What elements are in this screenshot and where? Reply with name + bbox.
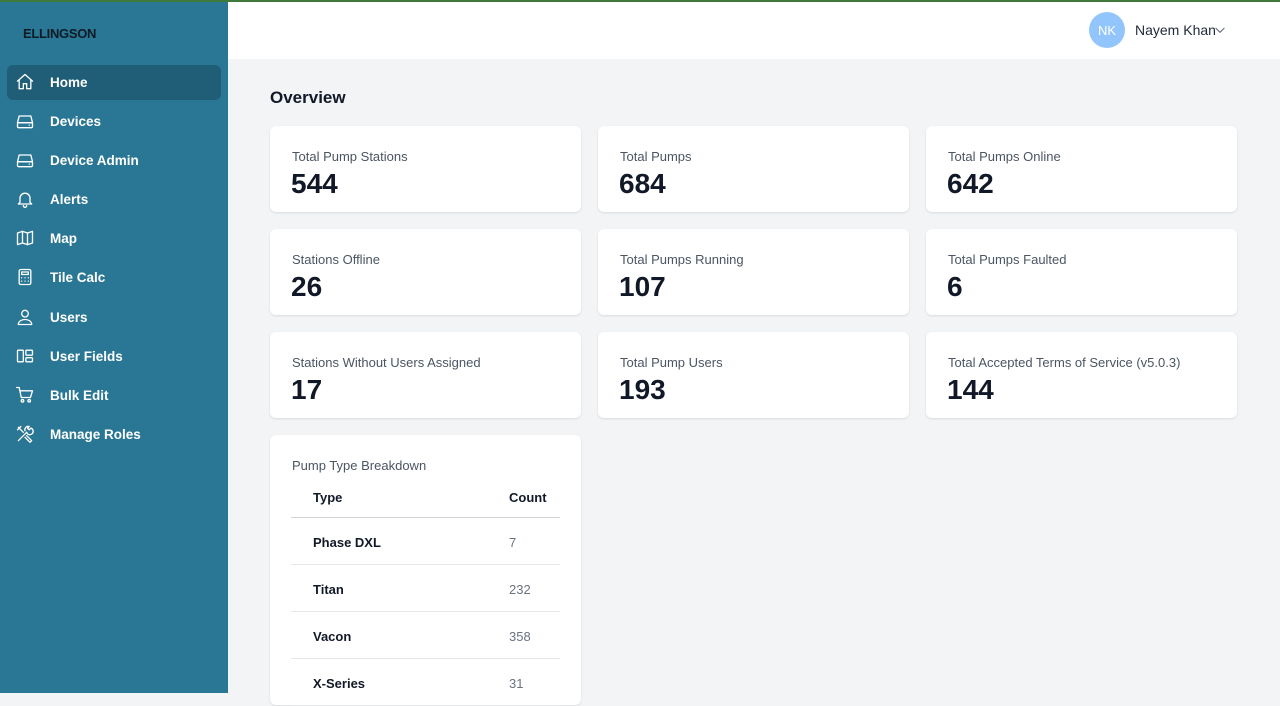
stat-card-total-pump-stations: Total Pump Stations 544 bbox=[270, 126, 581, 212]
bell-icon bbox=[15, 189, 35, 209]
sidebar-item-label: Map bbox=[50, 231, 77, 247]
tools-icon bbox=[15, 424, 35, 444]
drive-icon bbox=[15, 150, 35, 170]
table-title: Pump Type Breakdown bbox=[292, 458, 427, 473]
user-name[interactable]: Nayem Khan bbox=[1135, 22, 1216, 38]
table-header-row: Type Count bbox=[291, 483, 560, 518]
column-header-type[interactable]: Type bbox=[313, 490, 343, 505]
table-row: Phase DXL 7 bbox=[291, 518, 560, 565]
chevron-down-icon[interactable] bbox=[1213, 23, 1227, 37]
cell-count: 232 bbox=[509, 582, 531, 597]
stat-value: 193 bbox=[619, 374, 666, 405]
stat-value: 6 bbox=[947, 271, 963, 302]
stat-value: 26 bbox=[291, 271, 323, 302]
cell-type: X-Series bbox=[313, 676, 366, 691]
stat-label: Stations Without Users Assigned bbox=[292, 355, 481, 370]
drive-icon bbox=[15, 111, 35, 131]
sidebar-item-label: Home bbox=[50, 75, 88, 90]
stat-card-stations-offline: Stations Offline 26 bbox=[270, 229, 581, 315]
sidebar-item-label: Alerts bbox=[50, 192, 89, 208]
sidebar-item-device-admin[interactable]: Device Admin bbox=[7, 143, 221, 178]
avatar[interactable]: NK bbox=[1089, 12, 1125, 48]
home-icon bbox=[15, 72, 35, 92]
column-header-count[interactable]: Count bbox=[509, 490, 547, 505]
sidebar-item-user-fields[interactable]: User Fields bbox=[7, 339, 221, 374]
sidebar-item-label: Device Admin bbox=[50, 153, 139, 169]
sidebar-item-map[interactable]: Map bbox=[7, 221, 221, 256]
table-row: Vacon 358 bbox=[291, 612, 560, 659]
table-row: Titan 232 bbox=[291, 565, 560, 612]
sidebar-item-label: Devices bbox=[50, 114, 102, 130]
user-icon bbox=[15, 307, 35, 327]
stat-card-accepted-terms: Total Accepted Terms of Service (v5.0.3)… bbox=[926, 332, 1237, 418]
map-icon bbox=[15, 228, 35, 248]
stat-label: Stations Offline bbox=[292, 252, 380, 267]
stat-value: 17 bbox=[291, 374, 323, 405]
cell-type: Titan bbox=[313, 582, 344, 597]
stat-label: Total Pump Stations bbox=[292, 149, 408, 164]
sidebar-item-devices[interactable]: Devices bbox=[7, 104, 221, 139]
pump-type-breakdown-card: Pump Type Breakdown Type Count Phase DXL… bbox=[270, 435, 581, 706]
sidebar-nav: Home Devices Device Admin Alerts Map bbox=[7, 65, 221, 456]
cell-type: Vacon bbox=[313, 629, 352, 644]
sidebar-item-home[interactable]: Home bbox=[7, 65, 221, 100]
stat-label: Total Pumps Faulted bbox=[948, 252, 1067, 267]
table-row: X-Series 31 bbox=[291, 659, 560, 706]
ellingson-logo[interactable]: ELLINGSON bbox=[23, 26, 97, 41]
sidebar-item-tile-calc[interactable]: Tile Calc bbox=[7, 260, 221, 295]
cell-type: Phase DXL bbox=[313, 535, 381, 550]
top-header: NK Nayem Khan bbox=[228, 2, 1280, 59]
sidebar-item-label: Manage Roles bbox=[50, 426, 141, 442]
stat-card-total-pumps: Total Pumps 684 bbox=[598, 126, 909, 212]
calculator-icon bbox=[15, 267, 35, 287]
stat-value: 684 bbox=[619, 168, 666, 199]
sidebar-item-label: Users bbox=[50, 309, 88, 325]
stat-card-total-pumps-running: Total Pumps Running 107 bbox=[598, 229, 909, 315]
stat-card-total-pumps-faulted: Total Pumps Faulted 6 bbox=[926, 229, 1237, 315]
sidebar-item-users[interactable]: Users bbox=[7, 300, 221, 335]
sidebar-item-bulk-edit[interactable]: Bulk Edit bbox=[7, 378, 221, 413]
stat-label: Total Pump Users bbox=[620, 355, 723, 370]
sidebar-item-label: User Fields bbox=[50, 348, 123, 364]
stat-label: Total Pumps bbox=[620, 149, 692, 164]
pump-type-table: Type Count Phase DXL 7 Titan 232 Vacon 3… bbox=[291, 483, 560, 706]
stat-card-total-pumps-online: Total Pumps Online 642 bbox=[926, 126, 1237, 212]
page-title: Overview bbox=[270, 88, 346, 107]
sidebar-item-label: Tile Calc bbox=[50, 270, 106, 286]
cell-count: 31 bbox=[509, 676, 524, 691]
cell-count: 358 bbox=[509, 629, 531, 644]
sidebar-item-label: Bulk Edit bbox=[50, 387, 109, 403]
sidebar-item-alerts[interactable]: Alerts bbox=[7, 182, 221, 217]
stat-value: 544 bbox=[291, 168, 338, 199]
fields-icon bbox=[15, 346, 35, 366]
stat-label: Total Pumps Running bbox=[620, 252, 744, 267]
stat-value: 107 bbox=[619, 271, 666, 302]
sidebar: ELLINGSON Home Devices Device Admin Aler… bbox=[0, 0, 228, 693]
stat-value: 144 bbox=[947, 374, 994, 405]
stat-value: 642 bbox=[947, 168, 994, 199]
sidebar-item-manage-roles[interactable]: Manage Roles bbox=[7, 417, 221, 452]
stat-label: Total Pumps Online bbox=[948, 149, 1061, 164]
top-accent-line bbox=[0, 0, 1280, 2]
cart-icon bbox=[15, 385, 35, 405]
cell-count: 7 bbox=[509, 535, 517, 550]
stat-label: Total Accepted Terms of Service (v5.0.3) bbox=[948, 355, 1181, 370]
stat-card-stations-without-users: Stations Without Users Assigned 17 bbox=[270, 332, 581, 418]
stat-card-total-pump-users: Total Pump Users 193 bbox=[598, 332, 909, 418]
